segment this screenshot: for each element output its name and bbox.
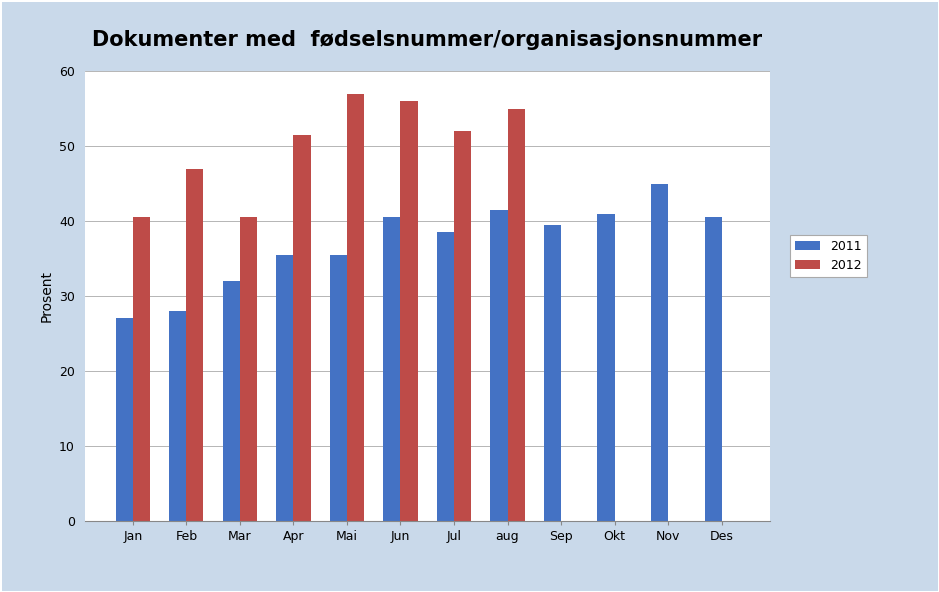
Bar xyxy=(132,217,150,521)
Bar xyxy=(330,255,346,521)
Bar xyxy=(544,225,562,521)
Bar xyxy=(276,255,293,521)
Bar xyxy=(400,101,418,521)
Bar xyxy=(704,217,722,521)
Bar xyxy=(223,281,239,521)
Bar xyxy=(508,108,525,521)
Bar xyxy=(346,94,364,521)
Bar xyxy=(169,311,186,521)
Title: Dokumenter med  fødselsnummer/organisasjonsnummer: Dokumenter med fødselsnummer/organisasjo… xyxy=(92,30,762,50)
Bar xyxy=(490,210,508,521)
Bar xyxy=(186,169,204,521)
Bar xyxy=(239,217,257,521)
Bar xyxy=(454,131,471,521)
Bar xyxy=(383,217,400,521)
Bar xyxy=(437,232,454,521)
Bar xyxy=(651,184,669,521)
Bar xyxy=(597,214,615,521)
Bar xyxy=(293,135,311,521)
Bar xyxy=(115,318,132,521)
Y-axis label: Prosent: Prosent xyxy=(39,270,54,322)
Legend: 2011, 2012: 2011, 2012 xyxy=(790,235,867,277)
